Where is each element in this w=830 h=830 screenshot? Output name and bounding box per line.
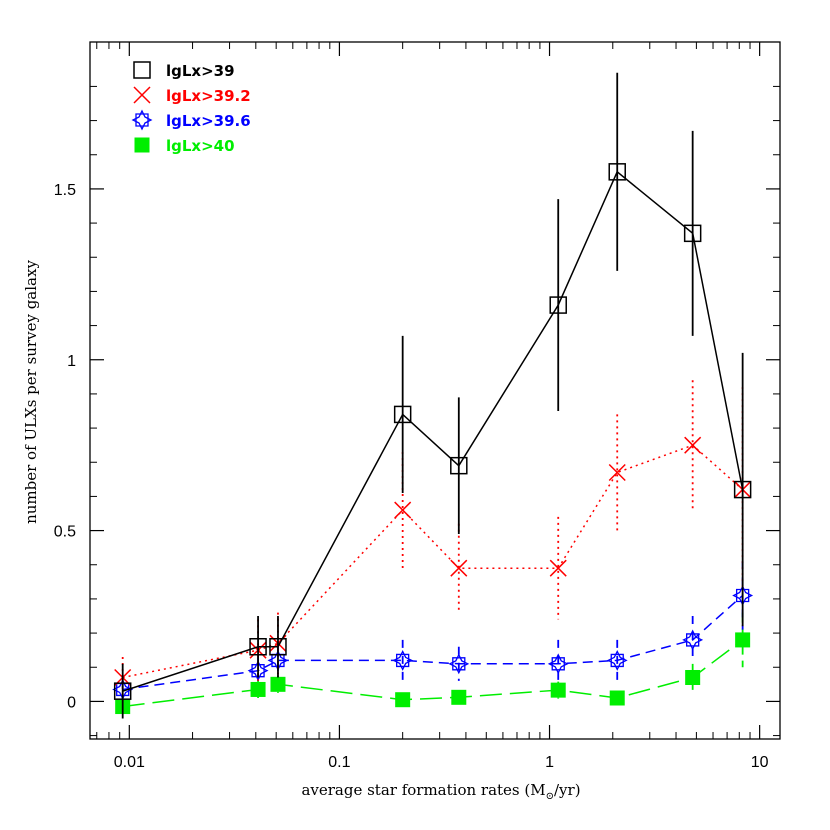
y-tick-label: 1 — [67, 353, 76, 370]
x-tick-label: 0.01 — [114, 754, 145, 771]
series-lgLx>39.6 — [112, 561, 754, 700]
data-point — [549, 296, 567, 314]
x-tick-label: 0.1 — [328, 754, 350, 771]
data-point — [682, 629, 704, 651]
data-point — [250, 681, 266, 697]
y-axis-title: number of ULXs per survey galaxy — [22, 260, 40, 524]
legend-marker — [134, 137, 150, 153]
series-line — [122, 444, 744, 679]
x-axis-title: average star formation rates (M⊙/yr) — [301, 781, 580, 802]
data-point — [270, 676, 286, 692]
data-point — [395, 692, 411, 708]
legend-label: lgLx>40 — [166, 137, 235, 155]
axis-ticks: 0.01 0.1 1 10 0 0.5 1 1.5 — [54, 42, 780, 771]
data-point — [249, 638, 267, 656]
data-point — [684, 436, 702, 454]
data-point — [547, 653, 569, 675]
data-point — [549, 559, 567, 577]
y-tick-label: 1.5 — [54, 182, 76, 199]
x-axis-title-tail: /yr) — [554, 781, 581, 799]
data-point — [394, 501, 412, 519]
legend-label: lgLx>39 — [166, 62, 235, 80]
data-point — [550, 682, 566, 698]
data-point — [735, 632, 751, 648]
legend-marker — [133, 86, 151, 104]
x-axis-title-sub: ⊙ — [546, 791, 554, 802]
legend-label: lgLx>39.6 — [166, 112, 251, 130]
data-point — [450, 559, 468, 577]
data-point — [685, 670, 701, 685]
y-tick-label: 0 — [67, 694, 76, 711]
y-tick-label: 0.5 — [54, 524, 76, 541]
series-line — [122, 639, 744, 708]
legend-marker — [131, 109, 153, 131]
legend-marker — [133, 61, 151, 79]
x-axis-title-main: average star formation rates (M — [301, 781, 545, 799]
data-point — [608, 163, 626, 181]
data-point — [269, 638, 287, 656]
data-point — [448, 653, 470, 675]
legend-label: lgLx>39.2 — [166, 87, 251, 105]
data-point — [113, 682, 132, 700]
data-point — [608, 463, 626, 482]
data-point — [683, 224, 702, 243]
legend: lgLx>39 lgLx>39.2 lgLx>39.6 lgLx>40 — [131, 61, 251, 155]
data-point — [606, 649, 628, 671]
data-point — [733, 480, 752, 499]
x-tick-label: 1 — [545, 754, 554, 771]
plot-frame — [89, 41, 781, 740]
series-layer — [112, 72, 754, 719]
data-point — [393, 405, 412, 424]
series-line — [122, 170, 744, 692]
data-point — [450, 456, 468, 475]
data-point — [451, 689, 467, 705]
series-line — [122, 594, 744, 691]
series-lgLx>39 — [113, 72, 752, 719]
x-tick-label: 10 — [751, 754, 769, 771]
data-point — [609, 690, 625, 706]
data-point — [392, 649, 414, 671]
